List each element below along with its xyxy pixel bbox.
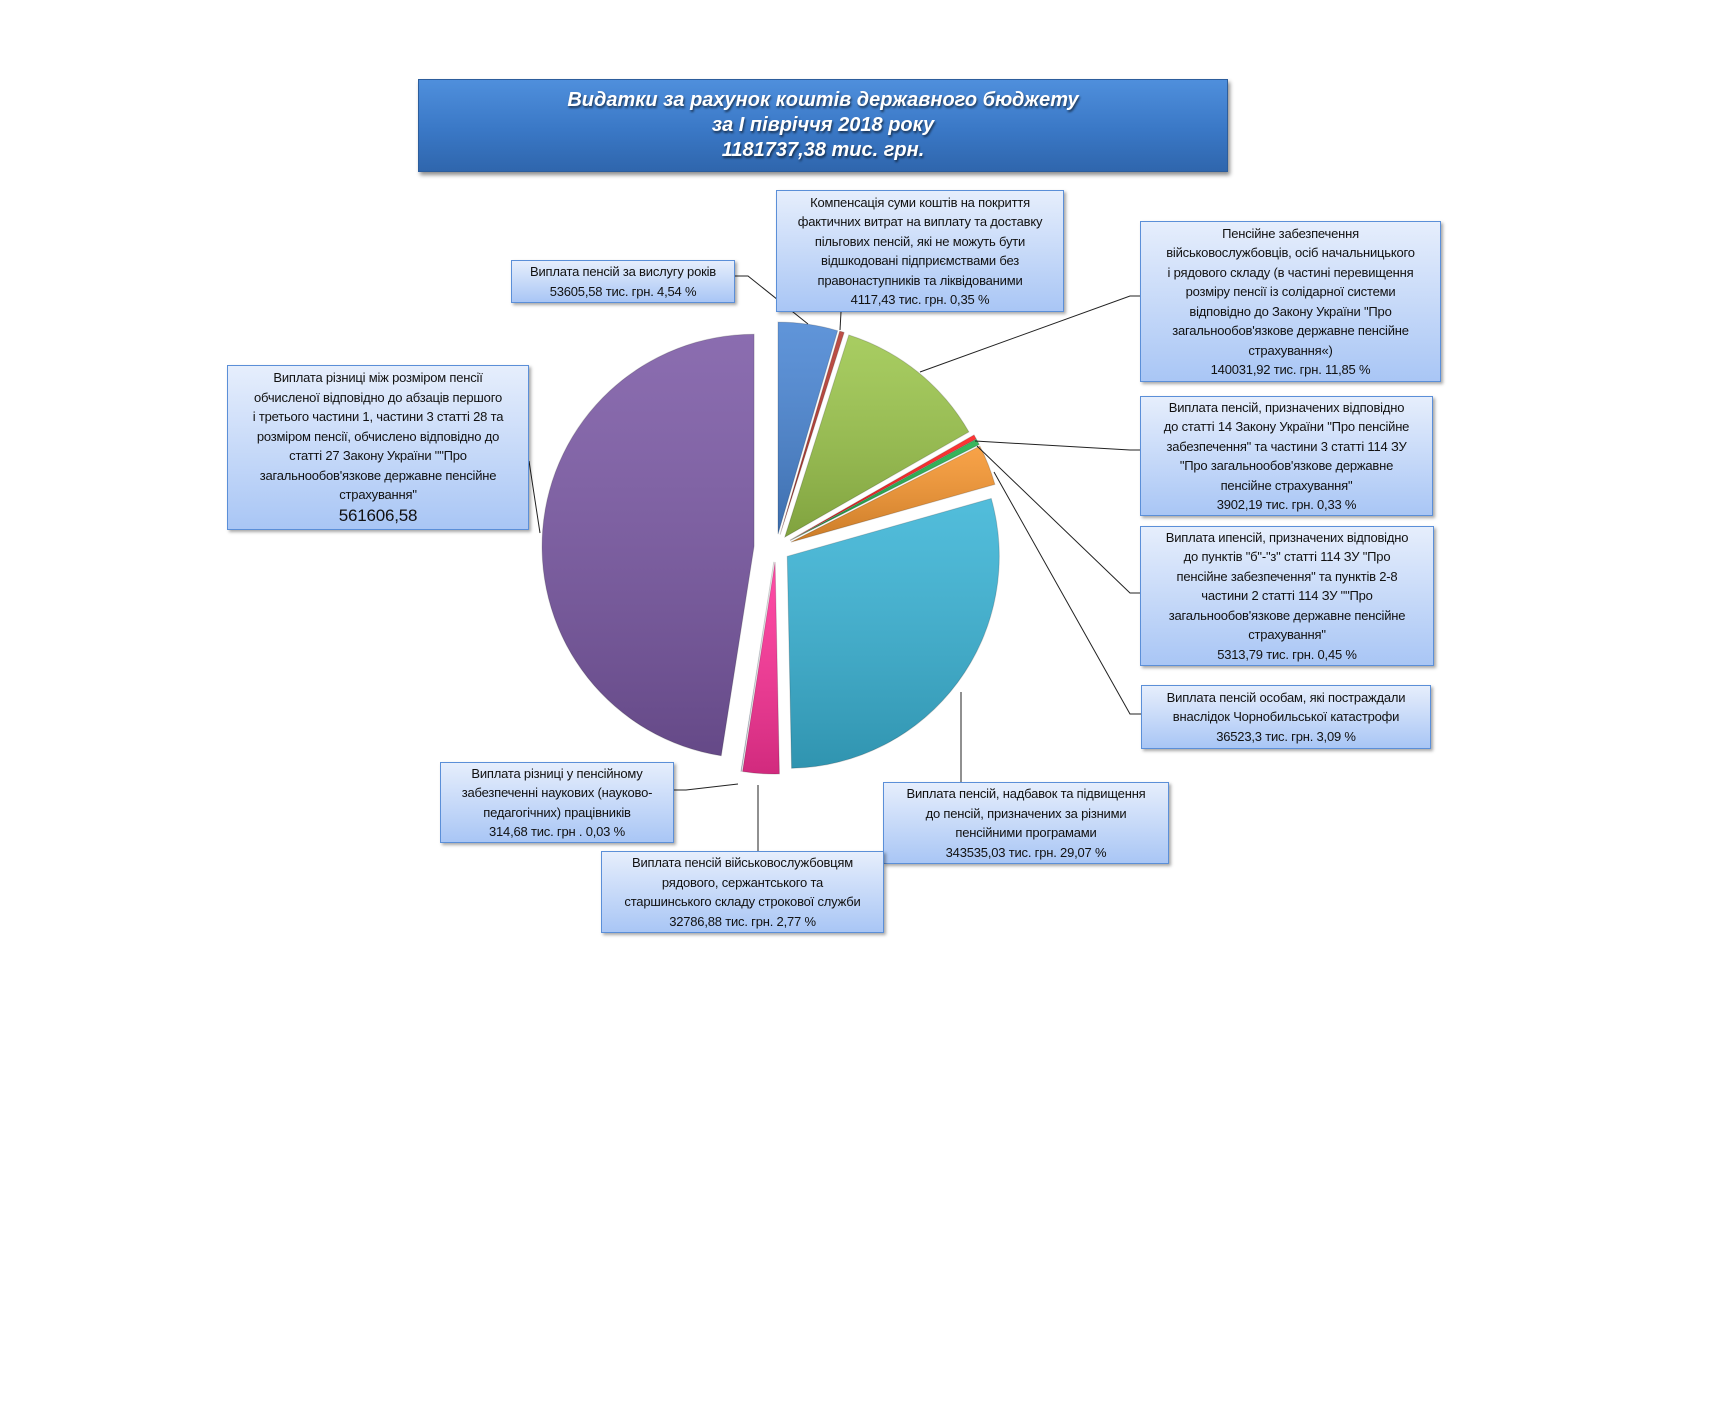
label-text: правонаступників та ліквідованими xyxy=(817,272,1023,288)
label-text: статті 27 Закону України ""Про xyxy=(289,448,467,464)
label-art14: Виплата пенсій, призначених відповідно д… xyxy=(1140,396,1433,516)
label-text: загальнообов'язкове державне пенсійне xyxy=(1172,323,1409,338)
label-text: Виплата пенсій особам, які постраждали xyxy=(1166,689,1406,705)
label-text: пенсійне страхування" xyxy=(1220,477,1353,493)
leader-line-scientists xyxy=(674,783,739,791)
label-value: 4117,43 тис. грн. 0,35 % xyxy=(850,292,990,307)
label-text: Виплата пенсій, надбавок та підвищення xyxy=(906,786,1146,801)
label-text: страхування«) xyxy=(1248,342,1333,358)
chart-title: Видатки за рахунок коштів державного бюд… xyxy=(418,79,1228,172)
label-value: 314,68 тис. грн . 0,03 % xyxy=(489,824,625,839)
leader-line-military xyxy=(919,295,1140,373)
label-text: Виплата різниці між розміром пенсії xyxy=(273,370,483,386)
label-text: загальнообов'язкове державне пенсійне xyxy=(1168,607,1406,623)
pie-slice-2-shade xyxy=(784,335,969,538)
label-compensation: Компенсація суми коштів на покриття факт… xyxy=(776,190,1064,312)
pie-slice-9-shade xyxy=(542,334,755,756)
pie-slice-1-shade xyxy=(780,331,845,535)
label-text: до пенсій, призначених за різними xyxy=(925,805,1127,821)
label-value: 343535,03 тис. грн. 29,07 % xyxy=(945,844,1107,860)
label-value: 5313,79 тис. грн. 0,45 % xyxy=(1217,646,1357,662)
label-conscripts: Виплата пенсій військовослужбовцям рядов… xyxy=(601,851,884,933)
leader-line-difference xyxy=(528,460,541,534)
label-art114: Виплата ипенсій, призначених відповідно … xyxy=(1140,526,1434,666)
label-text: Виплата пенсій за вислугу років xyxy=(529,264,716,279)
pie-shading xyxy=(542,322,1000,774)
label-text: розміру пенсії із солідарної системи xyxy=(1185,284,1396,299)
label-text: до статті 14 Закону України "Про пенсійн… xyxy=(1163,419,1410,434)
label-text: забезпеченні наукових (науково- xyxy=(461,785,653,800)
label-text: і третього частини 1, частини 3 статті 2… xyxy=(252,409,504,425)
label-text: частини 2 статті 114 ЗУ ""Про xyxy=(1201,588,1373,604)
label-text: забезпечення" та частини 3 статті 114 ЗУ xyxy=(1166,438,1407,454)
label-programs: Виплата пенсій, надбавок та підвищення д… xyxy=(883,782,1169,864)
label-text: і рядового складу (в частині перевищення xyxy=(1167,264,1414,280)
pie-slice-5-shade xyxy=(790,446,995,543)
label-text: страхування" xyxy=(339,487,417,503)
label-value: 32786,88 тис. грн. 2,77 % xyxy=(669,913,816,929)
label-value: 3902,19 тис. грн. 0,33 % xyxy=(1216,497,1357,512)
leader-line-art14 xyxy=(974,440,1140,451)
label-text: загальнообов'язкове державне пенсійне xyxy=(259,467,497,483)
label-scientists: Виплата різниці у пенсійному забезпеченн… xyxy=(440,762,674,843)
label-text: педагогічних) працівників xyxy=(483,804,631,820)
label-text: Компенсація суми коштів на покриття xyxy=(810,194,1030,210)
label-text: Виплата різниці у пенсійному xyxy=(471,765,643,781)
title-line-2: за І півріччя 2018 року xyxy=(711,114,935,136)
label-text: фактичних витрат на виплату та доставку xyxy=(797,214,1043,229)
label-text: пільгових пенсій, які не можуть бути xyxy=(814,233,1026,249)
pie-slice-8-shade xyxy=(740,561,774,772)
label-text: пенсійними програмами xyxy=(955,825,1097,840)
label-difference: Виплата різниці між розміром пенсії обчи… xyxy=(227,365,529,530)
label-text: відшкодовані підприємствами без xyxy=(821,253,1019,268)
pie-slice-0-shade xyxy=(777,322,838,535)
title-line-3: 1181737,38 тис. грн. xyxy=(721,139,925,161)
pie-slice-7-shade xyxy=(742,561,780,774)
label-text: внаслідок Чорнобильської катастрофи xyxy=(1172,709,1400,725)
leader-line-compensation xyxy=(839,311,842,331)
label-text: Пенсійне забезпечення xyxy=(1222,225,1359,241)
label-text: "Про загальнообов'язкове державне xyxy=(1179,458,1394,473)
label-service-years: Виплата пенсій за вислугу років 53605,58… xyxy=(511,260,735,303)
label-value: 53605,58 тис. грн. 4,54 % xyxy=(549,283,697,299)
leader-line-art114 xyxy=(976,445,1140,594)
pie-slice-3-shade xyxy=(789,434,977,541)
label-military-pensions: Пенсійне забезпечення військовослужбовці… xyxy=(1140,221,1441,382)
leader-line-chornobyl xyxy=(993,471,1141,715)
label-text: військовослужбовців, осіб начальницького xyxy=(1166,245,1415,260)
label-text: Виплата пенсій військовослужбовцям xyxy=(631,855,854,870)
label-text: обчисленої відповідно до абзаців першого xyxy=(254,389,502,405)
label-text: Виплата пенсій, призначених відповідно xyxy=(1168,399,1405,415)
label-chornobyl: Виплата пенсій особам, які постраждали в… xyxy=(1141,685,1431,749)
pie-slice-6-shade xyxy=(787,498,1000,769)
pie-slice-4-shade xyxy=(790,439,980,541)
label-text: страхування" xyxy=(1248,627,1326,643)
label-text: Виплата ипенсій, призначених відповідно xyxy=(1165,529,1409,545)
title-line-1: Видатки за рахунок коштів державного бюд… xyxy=(567,89,1079,111)
label-text: до пунктів "б"-"з" статті 114 ЗУ "Про xyxy=(1183,549,1391,565)
label-text: рядового, сержантського та xyxy=(661,874,824,890)
label-value: 36523,3 тис. грн. 3,09 % xyxy=(1216,728,1356,744)
label-text: пенсійне забезпечення" та пунктів 2-8 xyxy=(1176,568,1398,584)
label-value: 140031,92 тис. грн. 11,85 % xyxy=(1210,362,1371,377)
label-value: 561606,58 xyxy=(338,505,418,525)
label-text: розміром пенсії, обчислено відповідно до xyxy=(256,428,500,444)
label-text: старшинського складу строкової служби xyxy=(624,894,861,909)
label-text: відповідно до Закону України "Про xyxy=(1189,303,1392,319)
